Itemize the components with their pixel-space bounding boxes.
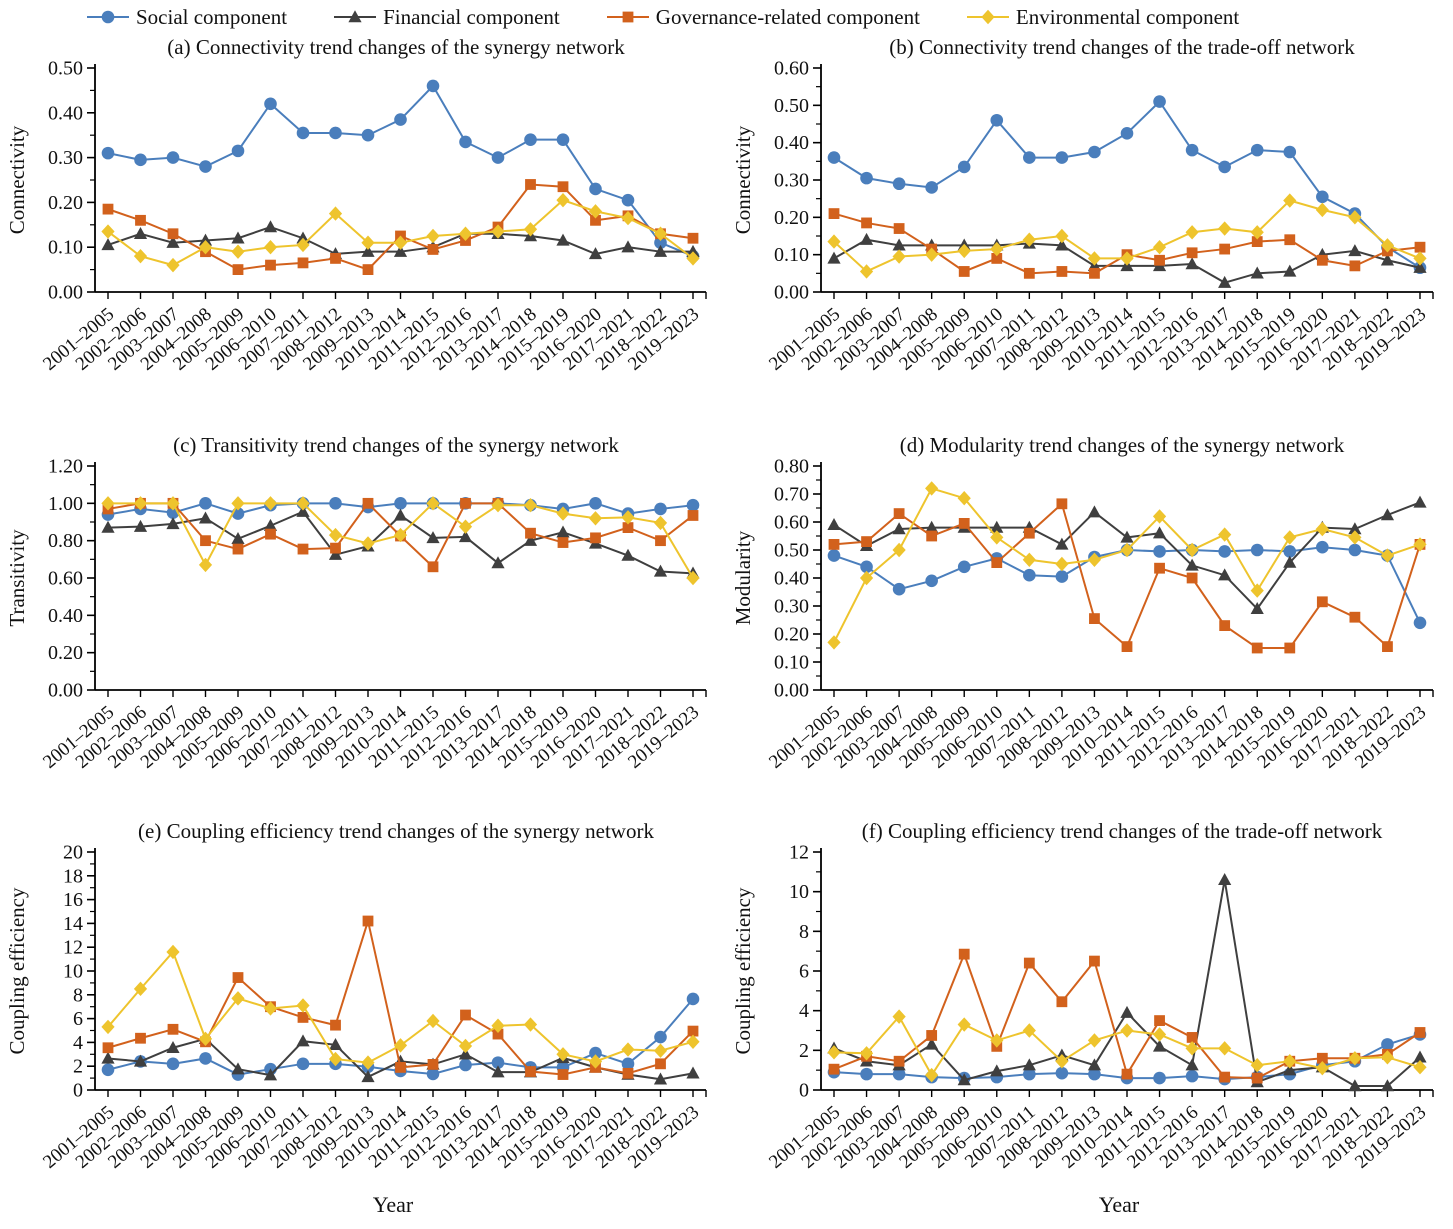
svg-text:0: 0 bbox=[799, 1080, 809, 1102]
chart-a-connectivity-synergy: 0.000.100.200.300.400.502001–20052002–20… bbox=[5, 60, 707, 375]
svg-text:8: 8 bbox=[73, 984, 83, 1006]
svg-text:10: 10 bbox=[789, 881, 809, 903]
panel-f: (f) Coupling efficiency trend changes of… bbox=[726, 790, 1453, 1192]
svg-text:1.20: 1.20 bbox=[48, 458, 83, 478]
svg-text:8: 8 bbox=[799, 921, 809, 943]
governance-line-square-icon bbox=[606, 11, 649, 23]
panel-c-title: (c) Transitivity trend changes of the sy… bbox=[173, 433, 619, 457]
chart-c-transitivity-synergy: 0.000.200.400.600.801.001.202001–2005200… bbox=[5, 458, 707, 773]
svg-text:16: 16 bbox=[63, 889, 83, 911]
svg-text:0.30: 0.30 bbox=[48, 147, 83, 169]
svg-text:0.50: 0.50 bbox=[48, 60, 83, 80]
environmental-line-diamond-icon bbox=[966, 9, 1009, 25]
svg-text:0.20: 0.20 bbox=[48, 192, 83, 214]
panel-a-title: (a) Connectivity trend changes of the sy… bbox=[167, 35, 625, 59]
panel-c: (c) Transitivity trend changes of the sy… bbox=[0, 392, 726, 790]
svg-text:4: 4 bbox=[73, 1032, 83, 1054]
legend-label: Governance-related component bbox=[655, 4, 920, 29]
x-axis-title-left: Year bbox=[372, 1192, 414, 1217]
social-line-circle-icon bbox=[87, 10, 129, 24]
svg-text:0.00: 0.00 bbox=[48, 282, 83, 304]
svg-text:0.40: 0.40 bbox=[774, 568, 809, 590]
svg-text:2: 2 bbox=[73, 1056, 83, 1078]
svg-text:0.10: 0.10 bbox=[774, 244, 809, 266]
svg-text:1.00: 1.00 bbox=[48, 493, 83, 515]
panel-e: (e) Coupling efficiency trend changes of… bbox=[0, 790, 726, 1192]
svg-text:Connectivity: Connectivity bbox=[731, 125, 755, 234]
svg-text:20: 20 bbox=[63, 844, 83, 864]
svg-text:14: 14 bbox=[63, 913, 83, 935]
legend-item-social: Social component bbox=[86, 5, 287, 30]
panel-e-title: (e) Coupling efficiency trend changes of… bbox=[138, 819, 654, 843]
svg-text:0.40: 0.40 bbox=[774, 132, 809, 154]
svg-text:Transitivity: Transitivity bbox=[5, 529, 29, 627]
svg-text:0.60: 0.60 bbox=[774, 512, 809, 534]
svg-text:12: 12 bbox=[789, 844, 809, 864]
chart-b-connectivity-tradeoff: 0.000.100.200.300.400.500.602001–2005200… bbox=[731, 60, 1434, 375]
svg-text:10: 10 bbox=[63, 961, 83, 983]
legend-item-governance: Governance-related component bbox=[606, 5, 920, 30]
svg-text:Connectivity: Connectivity bbox=[5, 125, 29, 234]
svg-text:4: 4 bbox=[799, 1000, 809, 1022]
panel-a: (a) Connectivity trend changes of the sy… bbox=[0, 34, 726, 392]
svg-text:0.30: 0.30 bbox=[774, 596, 809, 618]
svg-text:0.00: 0.00 bbox=[774, 282, 809, 304]
legend-label: Social component bbox=[136, 4, 288, 29]
panel-b: (b) Connectivity trend changes of the tr… bbox=[726, 34, 1453, 392]
charts-grid: (a) Connectivity trend changes of the sy… bbox=[0, 34, 1453, 1192]
svg-text:2: 2 bbox=[799, 1040, 809, 1062]
svg-text:18: 18 bbox=[63, 865, 83, 887]
chart-e-coupling-synergy: 024681012141618202001–20052002–20062003–… bbox=[5, 844, 707, 1173]
svg-text:0.20: 0.20 bbox=[48, 642, 83, 664]
svg-text:0.80: 0.80 bbox=[48, 530, 83, 552]
svg-text:0.20: 0.20 bbox=[774, 207, 809, 229]
panel-f-title: (f) Coupling efficiency trend changes of… bbox=[861, 819, 1383, 843]
svg-text:12: 12 bbox=[63, 937, 83, 959]
x-axis-titles: Year Year bbox=[0, 1192, 1453, 1218]
svg-text:6: 6 bbox=[73, 1008, 83, 1030]
chart-f-coupling-tradeoff: 0246810122001–20052002–20062003–20072004… bbox=[731, 844, 1434, 1173]
svg-text:0.10: 0.10 bbox=[774, 652, 809, 674]
svg-text:0.10: 0.10 bbox=[48, 237, 83, 259]
legend: Social component Financial component Gov… bbox=[0, 0, 1453, 34]
svg-text:0.00: 0.00 bbox=[48, 680, 83, 702]
svg-text:0.20: 0.20 bbox=[774, 624, 809, 646]
chart-d-modularity-synergy: 0.000.100.200.300.400.500.600.700.802001… bbox=[731, 458, 1434, 773]
legend-label: Environmental component bbox=[1015, 4, 1240, 29]
panel-d: (d) Modularity trend changes of the syne… bbox=[726, 392, 1453, 790]
svg-text:0.80: 0.80 bbox=[774, 458, 809, 478]
financial-line-triangle-icon bbox=[334, 10, 377, 23]
svg-text:6: 6 bbox=[799, 961, 809, 983]
svg-text:0.00: 0.00 bbox=[774, 680, 809, 702]
svg-text:0.60: 0.60 bbox=[48, 568, 83, 590]
svg-text:0: 0 bbox=[73, 1080, 83, 1102]
svg-text:0.50: 0.50 bbox=[774, 95, 809, 117]
legend-item-environmental: Environmental component bbox=[966, 5, 1239, 30]
svg-text:Coupling efficiency: Coupling efficiency bbox=[731, 887, 755, 1054]
svg-text:0.40: 0.40 bbox=[48, 605, 83, 627]
svg-text:0.30: 0.30 bbox=[774, 170, 809, 192]
svg-text:0.70: 0.70 bbox=[774, 484, 809, 506]
svg-text:0.60: 0.60 bbox=[774, 60, 809, 80]
svg-text:Coupling efficiency: Coupling efficiency bbox=[5, 887, 29, 1054]
legend-label: Financial component bbox=[383, 4, 560, 29]
panel-d-title: (d) Modularity trend changes of the syne… bbox=[899, 433, 1345, 457]
svg-text:0.40: 0.40 bbox=[48, 102, 83, 124]
svg-text:0.50: 0.50 bbox=[774, 540, 809, 562]
panel-b-title: (b) Connectivity trend changes of the tr… bbox=[889, 35, 1355, 59]
svg-text:Modularity: Modularity bbox=[731, 530, 755, 625]
legend-item-financial: Financial component bbox=[333, 5, 560, 30]
x-axis-title-right: Year bbox=[1098, 1192, 1140, 1217]
